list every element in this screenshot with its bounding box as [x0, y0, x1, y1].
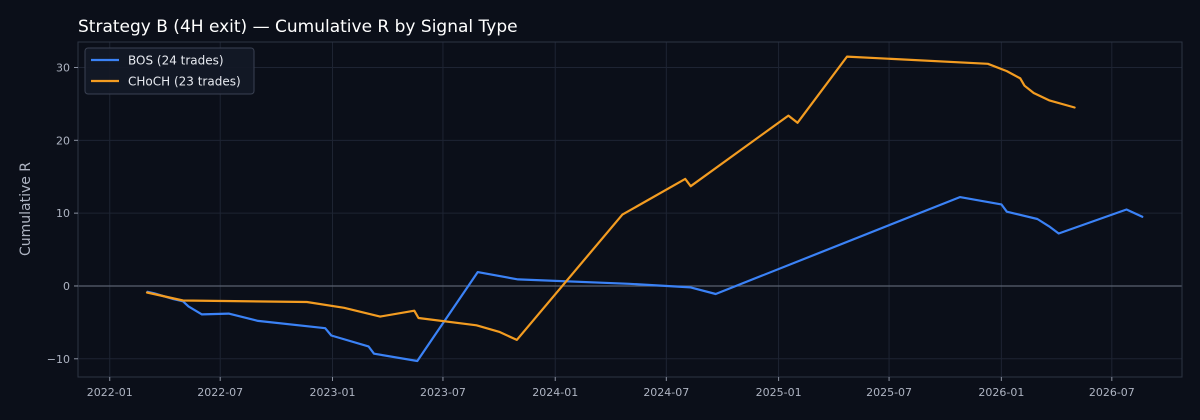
legend-box [84, 47, 255, 95]
chart-title: Strategy B (4H exit) — Cumulative R by S… [78, 17, 518, 37]
x-tick-label: 2024-01 [532, 386, 578, 399]
y-tick-label: 0 [63, 280, 70, 293]
x-tick-label: 2025-07 [866, 386, 912, 399]
y-tick-label: −10 [47, 353, 70, 366]
y-tick-label: 20 [56, 134, 70, 147]
x-tick-label: 2024-07 [643, 386, 689, 399]
x-tick-label: 2022-07 [197, 386, 243, 399]
series-line-bos [146, 196, 1144, 363]
plot-frame [77, 41, 1183, 378]
x-tick-label: 2022-01 [87, 386, 133, 399]
y-tick-label: 30 [56, 61, 70, 74]
y-axis-label: Cumulative R [18, 162, 34, 256]
legend-label-bos: BOS (24 trades) [128, 54, 224, 68]
x-tick-label: 2023-07 [420, 386, 466, 399]
series-line-choch [145, 55, 1076, 341]
series-layer [145, 55, 1144, 363]
x-tick-label: 2026-01 [978, 386, 1024, 399]
x-tick-label: 2023-01 [310, 386, 356, 399]
legend: BOS (24 trades) CHoCH (23 trades) [84, 47, 255, 95]
grid-lines [78, 42, 1182, 377]
y-tick-label: 10 [56, 207, 70, 220]
x-tick-label: 2025-01 [756, 386, 802, 399]
legend-label-choch: CHoCH (23 trades) [128, 75, 241, 89]
axis-ticks: 2022-01 2022-07 2023-01 2023-07 2024-01 2024-… [47, 61, 1135, 399]
x-tick-label: 2026-07 [1089, 386, 1135, 399]
